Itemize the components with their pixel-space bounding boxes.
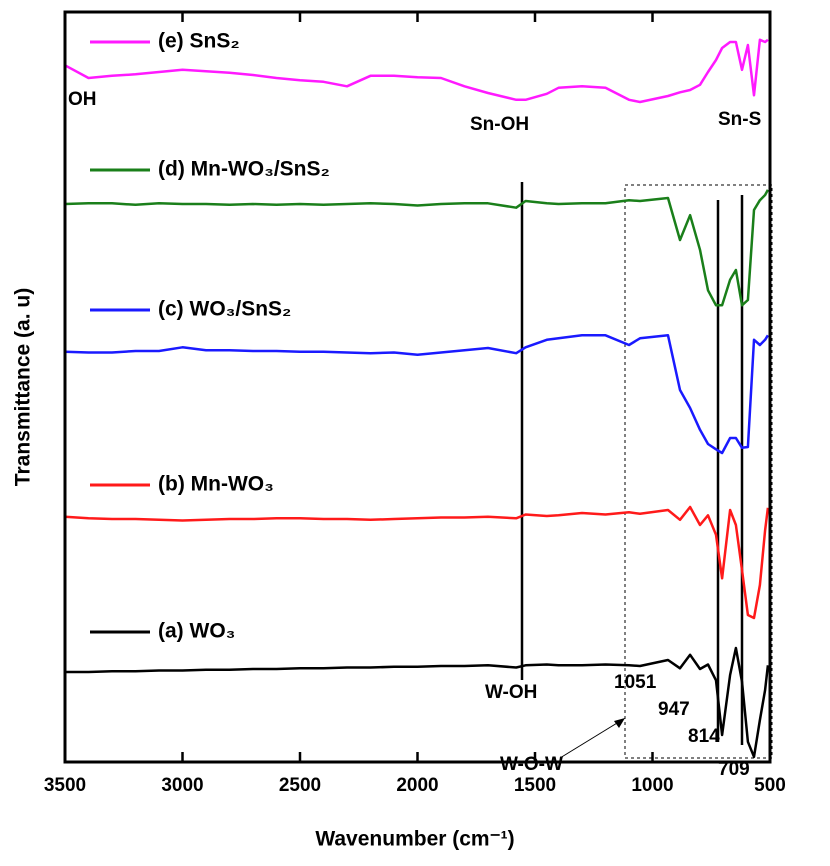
x-tick-label: 2500 xyxy=(279,775,321,796)
x-tick-label: 500 xyxy=(754,775,786,796)
series-line xyxy=(64,334,769,455)
region-box xyxy=(624,184,773,759)
annotation: Sn-OH xyxy=(470,114,529,135)
series-line xyxy=(64,189,770,307)
x-tick-label: 3000 xyxy=(161,775,203,796)
arrow-head xyxy=(614,718,625,728)
annotation: W-OH xyxy=(485,682,537,703)
series-line xyxy=(64,505,770,620)
legend-label: (a) WO₃ xyxy=(158,620,235,643)
annotation: OH xyxy=(68,89,97,110)
legend-label: (d) Mn-WO₃/SnS₂ xyxy=(158,158,330,181)
plot-frame xyxy=(63,10,772,764)
legend-label: (b) Mn-WO₃ xyxy=(158,473,274,496)
legend-label: (e) SnS₂ xyxy=(158,30,240,53)
annotation: 1051 xyxy=(614,672,657,693)
annotation: 947 xyxy=(658,699,690,720)
annotation: 709 xyxy=(718,759,750,780)
x-tick-label: 1500 xyxy=(514,775,556,796)
arrow xyxy=(559,719,623,759)
x-tick-label: 1000 xyxy=(631,775,673,796)
legend-label: (c) WO₃/SnS₂ xyxy=(158,298,291,321)
series-line xyxy=(64,38,769,104)
annotation: 814 xyxy=(688,726,720,747)
annotation: Sn-S xyxy=(718,109,761,130)
x-tick-label: 2000 xyxy=(396,775,438,796)
x-axis-label: Wavenumber (cm⁻¹) xyxy=(315,828,514,851)
series-line xyxy=(65,646,770,759)
x-tick-label: 3500 xyxy=(44,775,86,796)
y-axis-label: Transmittance (a. u) xyxy=(12,288,35,486)
annotation: W-O-W xyxy=(500,754,563,775)
